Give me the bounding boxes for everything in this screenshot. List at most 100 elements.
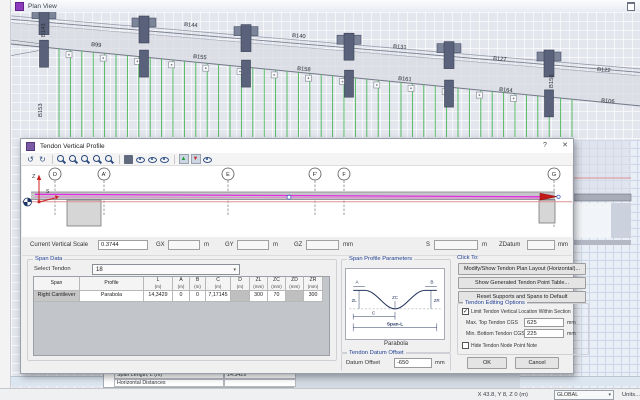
tendon-profile-drawing: Z S D A' E F' F G xyxy=(22,167,572,228)
gz-label: GZ xyxy=(294,242,303,248)
datum-offset-unit: mm xyxy=(435,360,445,366)
cell-zc[interactable]: 70 xyxy=(268,291,286,302)
gz-field[interactable] xyxy=(306,240,339,250)
beam-label: B156 xyxy=(549,74,555,88)
dim-c-label: C xyxy=(372,311,376,316)
units-selector[interactable]: Units... xyxy=(621,391,640,398)
select-tendon-label: Select Tendon xyxy=(34,266,71,272)
col-header-zl: ZL (mm) xyxy=(250,277,268,291)
tendon-node-point[interactable] xyxy=(286,194,292,200)
scale-value-field[interactable]: 0.3744 xyxy=(98,240,148,250)
view-option-icon-3[interactable] xyxy=(159,154,170,165)
restore-window-icon[interactable] xyxy=(627,1,635,11)
max-top-cgs-field[interactable]: 625 xyxy=(524,318,564,327)
profile-diagram: A B ZL ZC ZR C Span-L xyxy=(345,268,445,340)
rotate-left-icon[interactable]: ↺ xyxy=(27,154,34,164)
tendon-lines-and-columns xyxy=(31,12,573,137)
tendon-anchor xyxy=(539,192,558,201)
gridline-bubble-f1: F' xyxy=(313,172,317,178)
col-header-zd: ZD (mm) xyxy=(286,277,304,291)
dim-b-label: B xyxy=(430,280,433,285)
show-point-table-button[interactable]: Show Generated Tendon Point Table... xyxy=(458,277,586,289)
cell-span[interactable]: Right Cantilever xyxy=(34,291,80,302)
scale-status-row: Current Vertical Scale 0.3744 GX m GY m … xyxy=(22,237,572,256)
slab-region xyxy=(11,22,640,107)
cell-zl[interactable]: 300 xyxy=(250,291,268,302)
zoom-out-icon[interactable] xyxy=(68,154,79,165)
tendon-datum-offset-group: Tendon Datum Offset Datum Offset -650 mm xyxy=(341,350,451,371)
dim-zl-label: ZL xyxy=(352,298,358,303)
select-tendon-value: 18 xyxy=(96,266,103,273)
s-axis xyxy=(38,197,56,203)
gx-field[interactable] xyxy=(168,240,200,250)
beam-label: B122 xyxy=(597,67,611,74)
min-bottom-cgs-unit: mm xyxy=(567,331,576,337)
span-data-row[interactable]: Right Cantilever Parabola 14,3429 0 0 7,… xyxy=(34,291,329,302)
cancel-button[interactable]: Cancel xyxy=(515,357,559,369)
support-column-right xyxy=(538,199,556,224)
zoom-all-icon[interactable] xyxy=(104,154,115,165)
help-button[interactable]: ? xyxy=(543,142,547,149)
chevron-down-icon: ▾ xyxy=(233,266,236,273)
table-row[interactable]: Horizontal Distances xyxy=(114,379,296,387)
cell-a[interactable]: 0 xyxy=(173,291,190,302)
parabola-curve xyxy=(353,289,437,310)
dialog-titlebar[interactable]: Tendon Vertical Profile xyxy=(21,139,573,153)
hide-node-note-label: Hide Tendon Node Point Note xyxy=(471,343,538,349)
scale-label: Current Vertical Scale xyxy=(30,242,89,248)
gy-field[interactable] xyxy=(237,240,269,250)
zoom-previous-icon[interactable] xyxy=(92,154,103,165)
status-bar: X 43.8, Y 8, Z 0 (m) GLOBAL ▾ Units... xyxy=(0,388,640,400)
pan-icon[interactable] xyxy=(124,154,133,164)
col-header-zc: ZC (mm) xyxy=(268,277,286,291)
click-to-section: Click To: Modify/Show Tendon Plan Layout… xyxy=(457,255,587,305)
gridline-bubbles: D A' E F' F G xyxy=(48,167,561,181)
close-icon[interactable]: ✕ xyxy=(562,142,568,149)
zoom-window-icon[interactable] xyxy=(80,154,91,165)
anchor-node[interactable] xyxy=(556,194,561,199)
cell-profile[interactable]: Parabola xyxy=(80,291,144,302)
gridline-bubble-d: D xyxy=(53,172,57,178)
dialog-icon xyxy=(26,141,35,151)
cell-zr[interactable]: 300 xyxy=(304,291,323,302)
s-field[interactable] xyxy=(434,240,478,250)
cell-d xyxy=(231,291,250,302)
beam-label: B143 xyxy=(41,23,47,37)
col-header-c: C (m) xyxy=(206,277,231,291)
toolbar-separator xyxy=(52,154,53,164)
zoom-in-icon[interactable] xyxy=(56,154,67,165)
view-option-icon-2[interactable] xyxy=(147,154,158,165)
click-to-title: Click To: xyxy=(457,255,479,261)
ok-button[interactable]: OK xyxy=(467,357,507,369)
datum-offset-title: Tendon Datum Offset xyxy=(347,350,406,356)
col-header-l: L (m) xyxy=(144,277,173,291)
tendon-profile-view[interactable]: Z S D A' E F' F G xyxy=(22,166,572,238)
plan-drawing: B148 B144 B140 B131 B127 B122 B99 B155 B… xyxy=(11,12,640,245)
span-profile-title: Span Profile Parameters xyxy=(347,256,415,262)
modify-plan-layout-button[interactable]: Modify/Show Tendon Plan Layout (Horizont… xyxy=(458,263,586,275)
coordinate-system-dropdown[interactable]: GLOBAL ▾ xyxy=(553,389,614,400)
tendon-vertical-profile-dialog: Tendon Vertical Profile ? ✕ ↺ ↻ ▲ ▼ xyxy=(20,138,589,374)
cell-b[interactable]: 0 xyxy=(190,291,206,302)
row-value[interactable] xyxy=(224,379,296,387)
min-bottom-cgs-field[interactable]: 225 xyxy=(524,329,564,338)
limit-location-checkbox[interactable]: ✓ xyxy=(462,308,469,315)
hide-node-note-checkbox[interactable] xyxy=(462,342,469,349)
insert-point-icon[interactable]: ▲ xyxy=(178,154,189,164)
dim-spanl-label: Span-L xyxy=(387,321,403,327)
view-option-icon-1[interactable] xyxy=(135,154,146,165)
coordinate-system-value: GLOBAL xyxy=(556,391,579,398)
show-note-icon[interactable] xyxy=(202,154,213,165)
select-tendon-dropdown[interactable]: 18 ▾ xyxy=(92,264,240,275)
datum-offset-field[interactable]: -650 xyxy=(394,358,432,368)
beam-label: B144 xyxy=(184,22,199,29)
cell-c[interactable]: 7,17145 xyxy=(206,291,231,302)
cell-l[interactable]: 14,3429 xyxy=(144,291,173,302)
profile-type-caption: Parabola xyxy=(383,341,409,347)
delete-point-icon[interactable]: ▼ xyxy=(190,154,201,164)
rotate-right-icon[interactable]: ↻ xyxy=(39,154,46,164)
zdatum-field[interactable] xyxy=(527,240,555,250)
row-label: Horizontal Distances xyxy=(114,379,224,387)
tendon-editing-options-group: Tendon Editing Options ✓ Limit Tendon Ve… xyxy=(457,300,589,355)
